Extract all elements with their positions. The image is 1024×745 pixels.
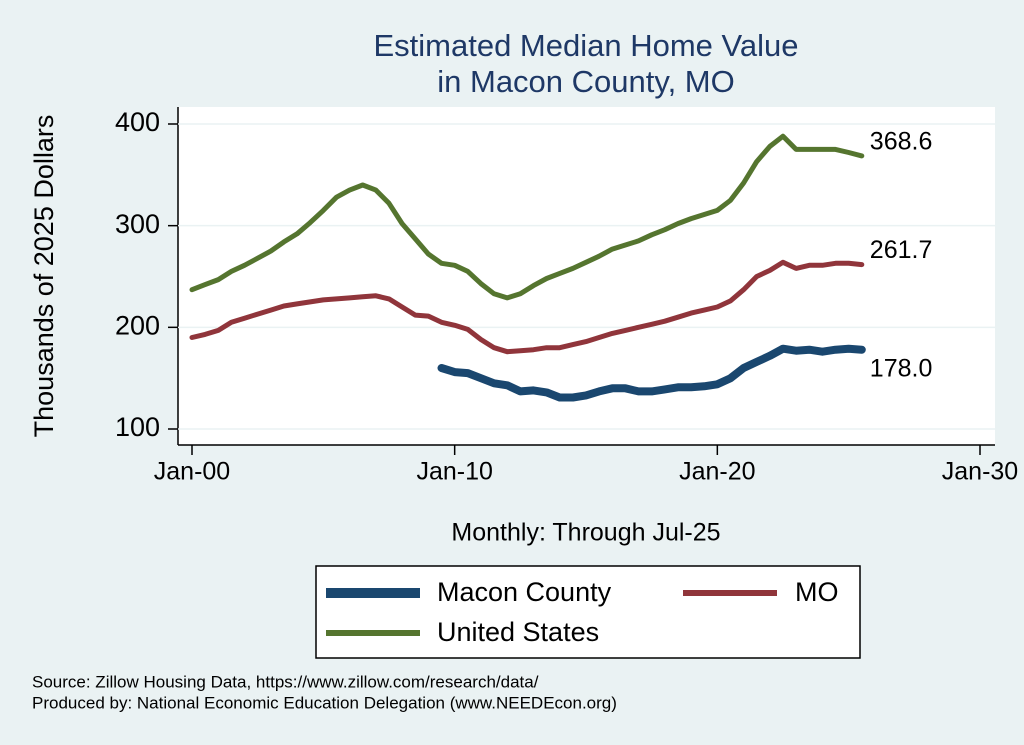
y-axis-label: Thousands of 2025 Dollars	[29, 115, 59, 438]
y-tick-label: 100	[115, 412, 160, 442]
series-line	[189, 259, 865, 355]
chart-title: Estimated Median Home Value	[373, 28, 798, 63]
end-value-label: 368.6	[870, 128, 933, 156]
y-tick-label: 400	[115, 107, 160, 137]
source-note: Produced by: National Economic Education…	[32, 693, 617, 712]
legend-label: Macon County	[437, 577, 612, 607]
series-line	[437, 344, 866, 402]
series-line	[189, 133, 865, 301]
chart-title: in Macon County, MO	[437, 64, 734, 99]
x-tick-label: Jan-00	[154, 458, 230, 486]
legend-label: MO	[795, 577, 839, 607]
source-note: Source: Zillow Housing Data, https://www…	[32, 672, 539, 691]
y-tick-label: 300	[115, 209, 160, 239]
x-tick-label: Jan-30	[942, 458, 1018, 486]
end-value-label: 261.7	[870, 236, 933, 264]
x-tick-label: Jan-10	[416, 458, 492, 486]
y-tick-label: 200	[115, 310, 160, 340]
x-tick-label: Jan-20	[679, 458, 755, 486]
legend	[315, 565, 861, 659]
end-value-label: 178.0	[870, 354, 933, 382]
legend-label: United States	[437, 617, 599, 647]
plot-area	[178, 107, 995, 445]
x-axis-label: Monthly: Through Jul-25	[451, 519, 720, 547]
